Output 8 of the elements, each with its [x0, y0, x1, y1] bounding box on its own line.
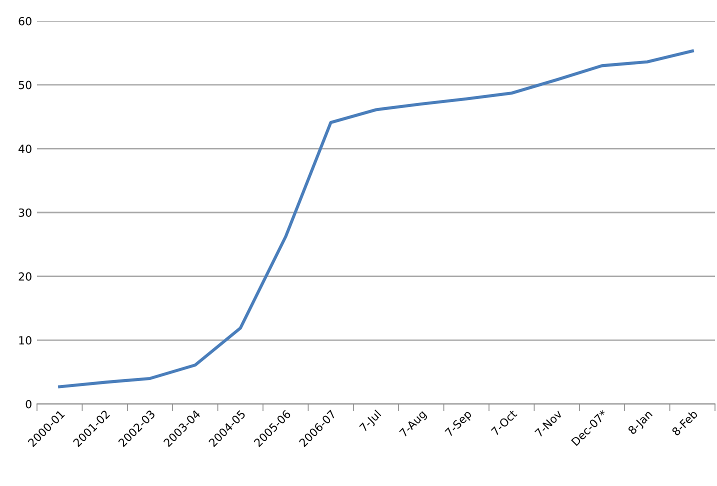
- y-tick-label: 0: [26, 400, 32, 408]
- y-tick-label: 10: [19, 336, 32, 345]
- y-tick-label: 50: [18, 80, 32, 90]
- y-tick-label: 30: [18, 208, 32, 217]
- y-tick-label: 20: [18, 272, 32, 281]
- y-tick-label: 40: [18, 144, 32, 154]
- y-tick-label: 60: [18, 16, 32, 26]
- line-series: [58, 49, 694, 388]
